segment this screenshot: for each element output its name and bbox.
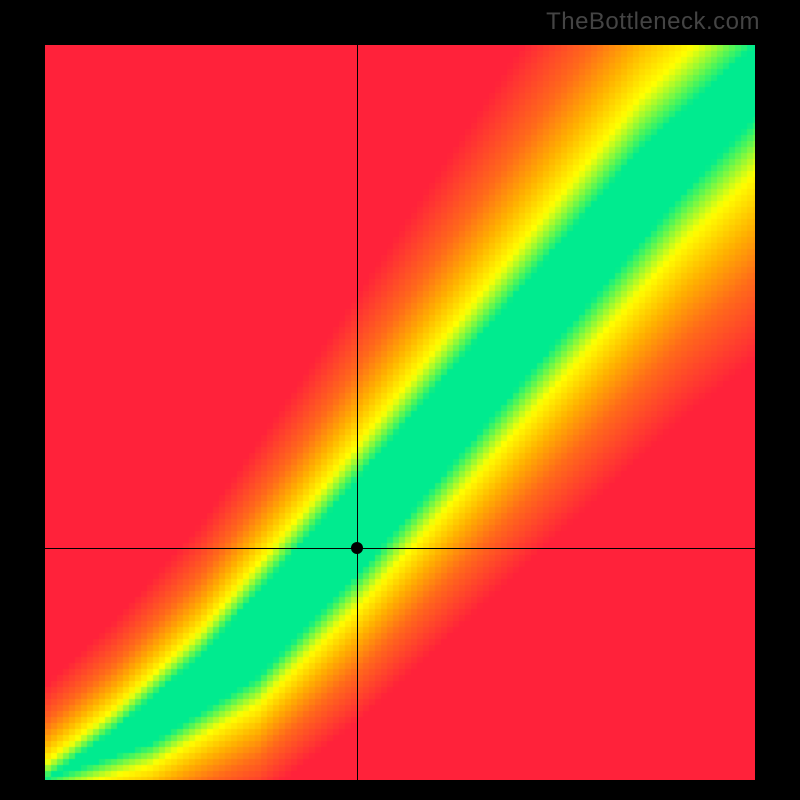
watermark-text: TheBottleneck.com — [546, 8, 760, 36]
heatmap-plot — [45, 45, 755, 780]
heatmap-canvas — [45, 45, 755, 780]
crosshair-horizontal-line — [45, 548, 755, 549]
root: TheBottleneck.com — [0, 0, 800, 800]
crosshair-vertical-line — [357, 45, 358, 780]
crosshair-marker-dot — [351, 542, 363, 554]
